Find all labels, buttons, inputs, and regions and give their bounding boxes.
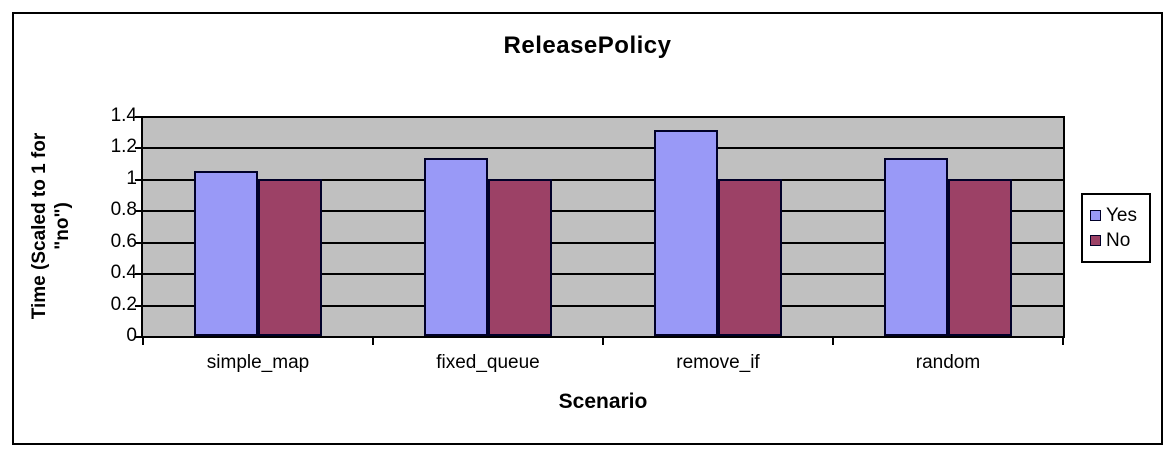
gridline (143, 273, 1063, 275)
y-tick-label: 0.2 (110, 294, 137, 315)
x-axis-title: Scenario (558, 390, 648, 413)
chart-frame: ReleasePolicy Time (Scaled to 1 for "no"… (12, 12, 1163, 445)
gridline (143, 210, 1063, 212)
bar-no-fixed_queue (488, 179, 552, 336)
y-tick-mark (135, 336, 143, 338)
gridline (143, 305, 1063, 307)
y-tick-label: 0 (126, 325, 137, 346)
y-tick-mark (135, 116, 143, 118)
bar-yes-simple_map (194, 171, 258, 336)
y-tick-mark (135, 305, 143, 307)
bar-no-random (948, 179, 1012, 336)
legend-label-no: No (1106, 229, 1131, 251)
y-tick-label: 1 (126, 168, 137, 189)
gridline (143, 179, 1063, 181)
legend: Yes No (1081, 193, 1151, 263)
bar-no-remove_if (718, 179, 782, 336)
x-tick-mark (602, 338, 604, 345)
chart-title: ReleasePolicy (503, 32, 672, 59)
y-tick-label: 0.8 (110, 199, 137, 220)
y-tick-label: 0.4 (110, 262, 137, 283)
x-category-label-fixed_queue: fixed_queue (436, 352, 540, 373)
y-tick-mark (135, 242, 143, 244)
y-tick-mark (135, 210, 143, 212)
legend-entry-no: No (1090, 228, 1147, 253)
x-tick-mark (1062, 338, 1064, 345)
y-axis-title: Time (Scaled to 1 for "no") (28, 96, 76, 356)
bar-yes-fixed_queue (424, 158, 488, 336)
y-tick-label: 1.2 (110, 136, 137, 157)
bar-no-simple_map (258, 179, 322, 336)
x-category-label-simple_map: simple_map (206, 352, 310, 373)
x-tick-mark (142, 338, 144, 345)
bar-yes-remove_if (654, 130, 718, 336)
plot-area (141, 116, 1065, 338)
y-tick-mark (135, 179, 143, 181)
x-category-label-remove_if: remove_if (676, 352, 760, 373)
y-tick-mark (135, 273, 143, 275)
legend-swatch-no (1090, 235, 1101, 246)
x-tick-mark (832, 338, 834, 345)
y-tick-label: 0.6 (110, 231, 137, 252)
legend-label-yes: Yes (1106, 204, 1137, 226)
bar-yes-random (884, 158, 948, 336)
gridline (143, 242, 1063, 244)
legend-swatch-yes (1090, 210, 1101, 221)
x-tick-mark (372, 338, 374, 345)
y-tick-mark (135, 147, 143, 149)
y-axis-title-line1: Time (Scaled to 1 for (29, 132, 50, 320)
legend-entry-yes: Yes (1090, 203, 1147, 228)
x-category-label-random: random (915, 352, 981, 373)
gridline (143, 147, 1063, 149)
y-tick-label: 1.4 (110, 105, 137, 126)
gridline (143, 116, 1063, 118)
